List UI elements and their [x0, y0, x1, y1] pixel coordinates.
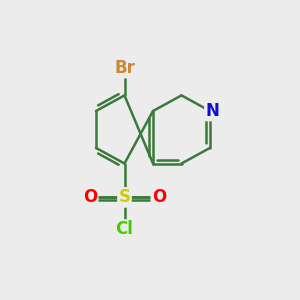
Text: Br: Br — [114, 59, 135, 77]
Text: S: S — [118, 188, 130, 206]
Text: Cl: Cl — [116, 220, 134, 238]
Text: N: N — [206, 102, 219, 120]
Text: O: O — [83, 188, 97, 206]
Text: O: O — [152, 188, 166, 206]
